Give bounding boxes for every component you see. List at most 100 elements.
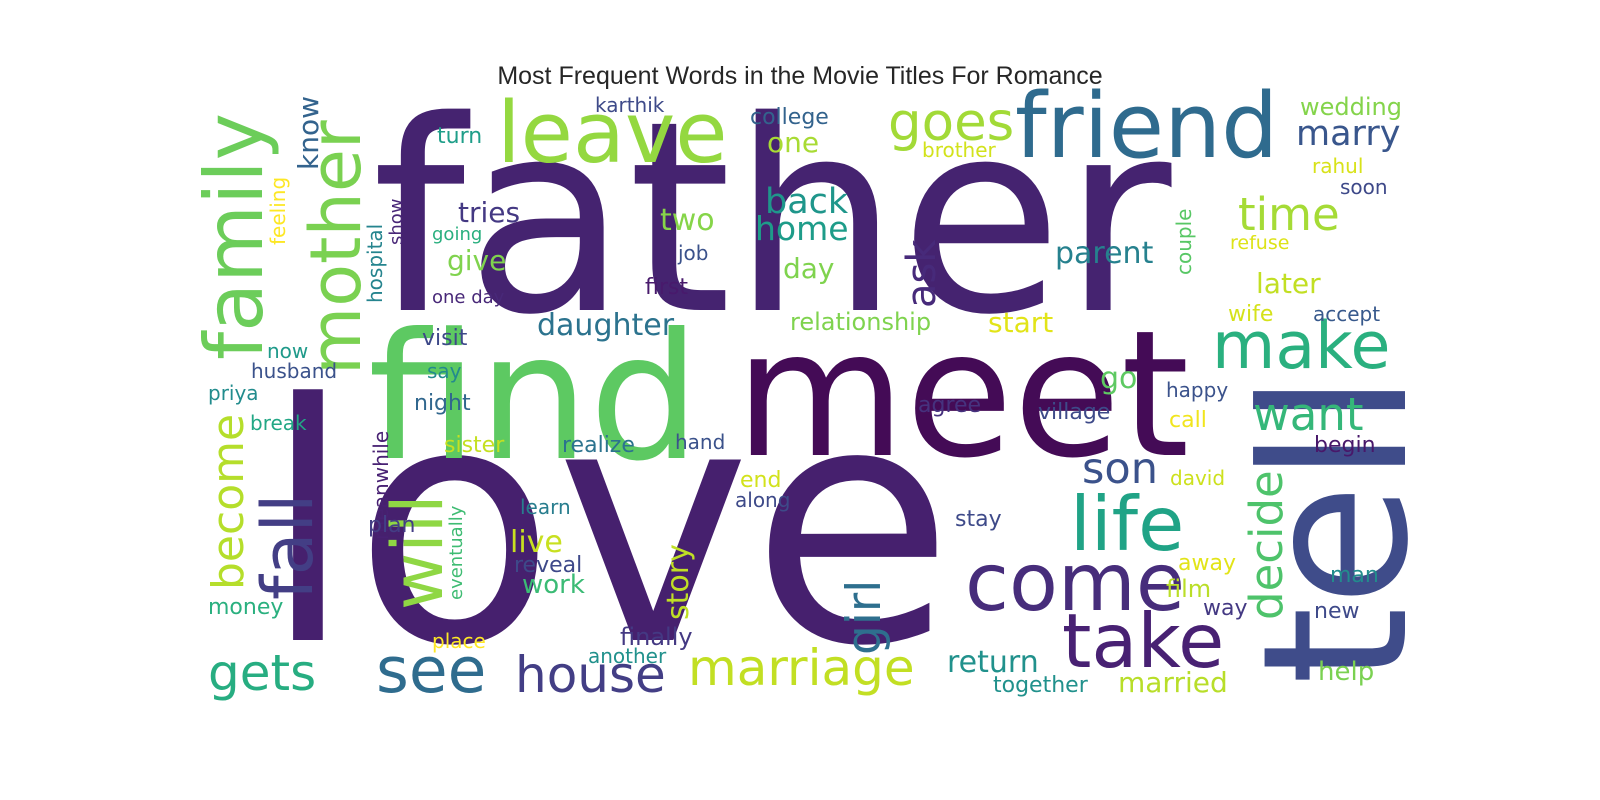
- word-marry: marry: [1296, 114, 1400, 154]
- word-soon: soon: [1340, 175, 1388, 199]
- word-story: story: [661, 544, 696, 620]
- word-new: new: [1314, 599, 1359, 624]
- word-college: college: [750, 105, 829, 130]
- word-tries: tries: [458, 196, 520, 229]
- word-find: find: [368, 297, 700, 500]
- word-sister: sister: [444, 433, 505, 458]
- word-feeling: feeling: [266, 177, 290, 245]
- word-ask: ask: [899, 239, 945, 308]
- word-priya: priya: [208, 381, 259, 405]
- word-eventually: eventually: [446, 505, 467, 600]
- word-begin: begin: [1314, 433, 1376, 458]
- word-reveal: reveal: [514, 553, 582, 578]
- word-david: david: [1170, 466, 1225, 490]
- word-back: back: [765, 182, 849, 222]
- word-finally: finally: [620, 623, 693, 651]
- word-man: man: [1330, 563, 1379, 588]
- word-want: want: [1253, 388, 1364, 441]
- word-girl: girl: [837, 580, 892, 655]
- word-hospital: hospital: [363, 224, 387, 303]
- word-realize: realize: [562, 433, 635, 458]
- word-fall: fall: [247, 494, 329, 600]
- word-son: son: [1082, 444, 1158, 494]
- word-work: work: [522, 570, 585, 600]
- word-home: home: [755, 209, 849, 248]
- word-live: live: [510, 525, 563, 560]
- word-turn: turn: [437, 124, 482, 149]
- word-two: two: [660, 203, 715, 238]
- word-away: away: [1178, 551, 1236, 576]
- word-agree: agree: [918, 393, 981, 418]
- word-parent: parent: [1055, 236, 1154, 271]
- word-learn: learn: [520, 495, 571, 519]
- word-place: place: [432, 629, 486, 653]
- word-happy: happy: [1166, 378, 1228, 402]
- word-family: family: [188, 113, 281, 360]
- word-end: end: [740, 468, 781, 493]
- word-marriage: marriage: [688, 639, 915, 697]
- word-show: show: [386, 198, 407, 245]
- word-know: know: [292, 96, 325, 170]
- word-one: one: [767, 126, 819, 159]
- word-start: start: [988, 306, 1053, 339]
- word-friend: friend: [1015, 74, 1278, 179]
- word-karthik: karthik: [595, 93, 665, 117]
- word-time: time: [1238, 188, 1340, 241]
- word-make: make: [1212, 309, 1390, 384]
- word-love: love: [262, 334, 954, 718]
- word-father: father: [372, 65, 1174, 373]
- word-now: now: [267, 339, 308, 363]
- word-another: another: [588, 644, 667, 668]
- word-take: take: [1062, 597, 1224, 685]
- word-couple: couple: [1172, 209, 1196, 275]
- word-decide: decide: [1240, 470, 1293, 620]
- word-rahul: rahul: [1312, 154, 1363, 178]
- word-wife: wife: [1228, 302, 1273, 327]
- word-leave: leave: [497, 84, 728, 183]
- word-will: will: [377, 494, 459, 610]
- word-house: house: [515, 646, 666, 704]
- word-one-day: one day: [432, 287, 505, 308]
- word-husband: husband: [251, 359, 337, 383]
- word-life: life: [1070, 480, 1184, 568]
- word-first: first: [645, 275, 688, 300]
- word-along: along: [735, 488, 790, 512]
- word-visit: visit: [422, 326, 468, 351]
- word-film: film: [1166, 575, 1211, 603]
- word-brother: brother: [922, 138, 997, 162]
- word-become: become: [203, 414, 254, 590]
- word-come: come: [965, 536, 1185, 629]
- word-job: job: [677, 241, 709, 265]
- word-break: break: [250, 411, 307, 435]
- word-see: see: [376, 634, 486, 707]
- word-day: day: [783, 252, 835, 285]
- word-going: going: [432, 224, 482, 245]
- word-give: give: [447, 244, 506, 277]
- word-call: call: [1169, 408, 1207, 433]
- word-say: say: [427, 359, 462, 383]
- word-money: money: [208, 595, 283, 620]
- word-meanwhile: meanwhile: [369, 431, 393, 540]
- word-wedding: wedding: [1300, 93, 1402, 121]
- word-night: night: [414, 391, 471, 416]
- word-return: return: [947, 645, 1039, 680]
- word-relationship: relationship: [790, 308, 931, 336]
- word-help: help: [1318, 657, 1374, 687]
- word-hand: hand: [675, 430, 725, 454]
- word-mother: mother: [295, 120, 377, 375]
- word-go: go: [1100, 361, 1137, 396]
- word-refuse: refuse: [1230, 232, 1289, 254]
- word-meet: meet: [735, 294, 1189, 497]
- word-stay: stay: [955, 507, 1002, 532]
- word-later: later: [1256, 267, 1321, 300]
- word-accept: accept: [1313, 302, 1380, 326]
- word-way: way: [1203, 596, 1248, 621]
- word-village: village: [1038, 400, 1110, 425]
- chart-title: Most Frequent Words in the Movie Titles …: [497, 62, 1103, 90]
- word-goes: goes: [888, 92, 1014, 153]
- word-gets: gets: [208, 644, 316, 702]
- word-tell: tell: [1220, 372, 1453, 685]
- word-daughter: daughter: [537, 308, 675, 343]
- word-together: together: [993, 673, 1089, 698]
